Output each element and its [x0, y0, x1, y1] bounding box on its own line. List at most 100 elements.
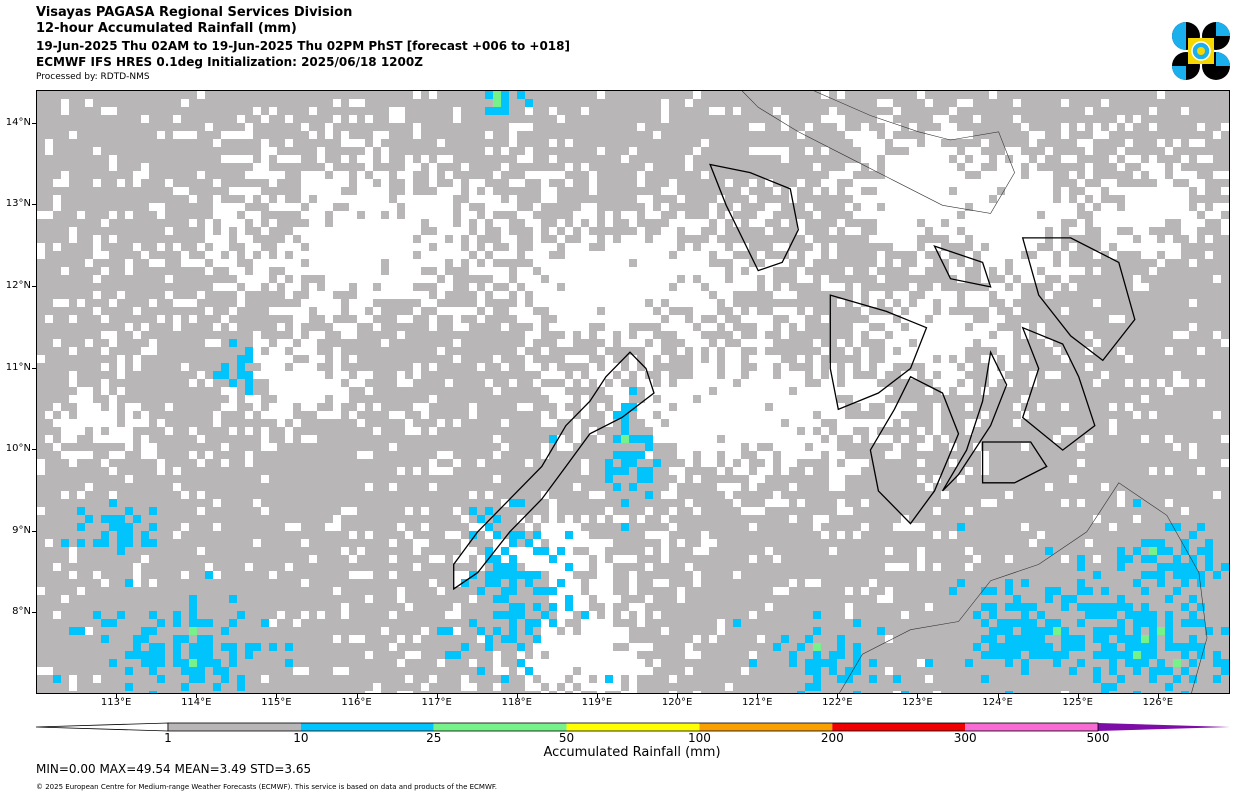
rain-cell	[1213, 179, 1221, 187]
rain-cell	[589, 387, 597, 395]
rain-cell	[1077, 107, 1085, 115]
rain-cell	[1069, 251, 1077, 259]
rain-cell	[1173, 363, 1181, 371]
rain-cell	[781, 227, 789, 235]
rain-cell	[1197, 291, 1205, 299]
rain-cell	[213, 275, 221, 283]
pagasa-logo-icon	[1172, 22, 1230, 80]
rain-cell	[1133, 347, 1141, 355]
rain-cell	[965, 171, 973, 179]
rain-cell	[1133, 459, 1141, 467]
rain-cell	[1189, 371, 1197, 379]
rain-cell	[53, 163, 61, 171]
rain-cell	[717, 211, 725, 219]
rain-cell	[1021, 483, 1029, 491]
rain-cell	[605, 139, 613, 147]
rain-cell	[285, 195, 293, 203]
rain-cell	[261, 235, 269, 243]
rain-cell	[749, 331, 757, 339]
rain-cell	[205, 139, 213, 147]
rain-cell	[125, 483, 133, 491]
rain-cell	[533, 115, 541, 123]
rain-cell	[749, 491, 757, 499]
rain-cell	[1061, 235, 1069, 243]
rain-cell	[757, 299, 765, 307]
rain-cell	[613, 459, 621, 467]
rain-cell	[437, 491, 445, 499]
rain-cell	[1101, 419, 1109, 427]
rain-cell	[1053, 379, 1061, 387]
rain-cell	[517, 99, 525, 107]
rain-cell	[261, 323, 269, 331]
rain-cell	[829, 339, 837, 347]
rain-cell	[813, 131, 821, 139]
rain-cell	[621, 355, 629, 363]
rain-cell	[389, 339, 397, 347]
rain-cell	[757, 443, 765, 451]
rain-cell	[125, 163, 133, 171]
rain-cell	[421, 427, 429, 435]
rain-cell	[973, 251, 981, 259]
rain-cell	[181, 347, 189, 355]
rain-cell	[469, 371, 477, 379]
rain-cell	[829, 219, 837, 227]
rain-cell	[189, 363, 197, 371]
rain-cell	[477, 307, 485, 315]
rain-cell	[1165, 283, 1173, 291]
rain-cell	[125, 235, 133, 243]
rain-cell	[997, 435, 1005, 443]
rain-cell	[461, 379, 469, 387]
rain-cell	[389, 307, 397, 315]
rain-cell	[437, 171, 445, 179]
rain-cell	[1213, 259, 1221, 267]
rain-cell	[45, 339, 53, 347]
rain-cell	[1093, 291, 1101, 299]
rain-cell	[733, 235, 741, 243]
rain-cell	[205, 155, 213, 163]
rain-cell	[53, 187, 61, 195]
rain-cell	[229, 459, 237, 467]
rain-cell	[1229, 219, 1230, 227]
rain-cell	[237, 379, 245, 387]
rain-cell	[293, 435, 301, 443]
rain-cell	[1149, 475, 1157, 483]
rain-cell	[1213, 283, 1221, 291]
rain-cell	[853, 219, 861, 227]
rain-cell	[1141, 323, 1149, 331]
rain-cell	[709, 491, 717, 499]
rain-cell	[197, 411, 205, 419]
rain-cell	[661, 451, 669, 459]
rain-cell	[701, 131, 709, 139]
rain-cell	[565, 347, 573, 355]
rain-cell	[741, 219, 749, 227]
rain-cell	[133, 187, 141, 195]
rain-cell	[989, 459, 997, 467]
rain-cell	[1125, 275, 1133, 283]
rain-cell	[1005, 403, 1013, 411]
rain-cell	[797, 155, 805, 163]
rain-cell	[69, 107, 77, 115]
rain-cell	[605, 123, 613, 131]
rain-cell	[1165, 323, 1173, 331]
rain-cell	[1165, 163, 1173, 171]
rain-cell	[1173, 91, 1181, 99]
rainfall-map[interactable]	[36, 90, 1230, 694]
rain-cell	[821, 195, 829, 203]
rain-cell	[109, 139, 117, 147]
rain-cell	[421, 99, 429, 107]
rain-cell	[709, 131, 717, 139]
rain-cell	[221, 123, 229, 131]
rain-cell	[469, 299, 477, 307]
rain-cell	[725, 259, 733, 267]
rain-cell	[165, 307, 173, 315]
rain-cell	[533, 187, 541, 195]
rain-cell	[253, 475, 261, 483]
rain-cell	[421, 371, 429, 379]
rain-cell	[477, 115, 485, 123]
rain-cell	[221, 171, 229, 179]
rain-cell	[1069, 291, 1077, 299]
rain-cell	[229, 299, 237, 307]
rain-cell	[965, 323, 973, 331]
rain-cell	[1093, 475, 1101, 483]
rain-cell	[413, 107, 421, 115]
